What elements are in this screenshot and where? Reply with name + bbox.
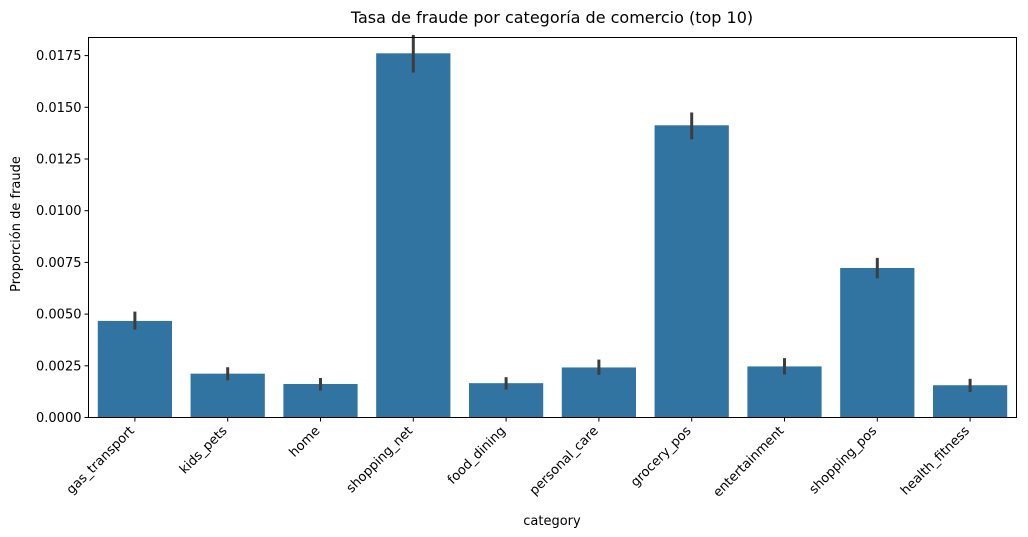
y-tick-label: 0.0125 [36,152,82,167]
x-tick-label: kids_pets [177,424,231,478]
bar-shopping_pos [840,267,915,418]
bar-kids_pets [190,373,265,418]
y-tick-label: 0.0150 [36,101,82,116]
x-tick-label: personal_care [527,424,602,499]
x-tick-label: grocery_pos [628,424,695,491]
x-tick-label: health_fitness [898,424,973,499]
x-tick-label: food_dining [445,424,509,488]
x-axis-ticks: gas_transport kids_pets home shopping_net fo… [64,417,973,501]
bar-personal_care [561,367,637,418]
x-tick-label: shopping_net [344,424,416,496]
chart-title: Tasa de fraude por categoría de comercio… [350,8,753,27]
bar-gas_transport [97,320,173,418]
x-tick-label: shopping_pos [807,424,881,498]
y-tick-label: 0.0025 [36,359,82,374]
y-tick-label: 0.0075 [36,256,82,271]
plot-frame [88,37,1017,418]
y-tick-label: 0.0100 [36,204,82,219]
y-axis-ticks: 0.0000 0.0025 0.0050 0.0075 0.0100 0.0125 0.01… [36,49,89,426]
bar-shopping_net [376,53,451,418]
x-tick-label: entertainment [711,424,788,501]
x-axis-label: category [523,514,581,529]
bar-grocery_pos [654,125,729,418]
y-tick-label: 0.0175 [36,49,82,64]
y-tick-label: 0.0050 [36,308,82,323]
y-tick-label: 0.0000 [36,411,82,426]
bars-layer [97,53,1008,418]
bar-entertainment [747,366,822,418]
error-bars-layer [133,34,972,393]
y-axis-label: Proporción de fraude [9,156,24,292]
x-tick-label: gas_transport [64,424,138,498]
x-tick-label: home [287,424,324,461]
